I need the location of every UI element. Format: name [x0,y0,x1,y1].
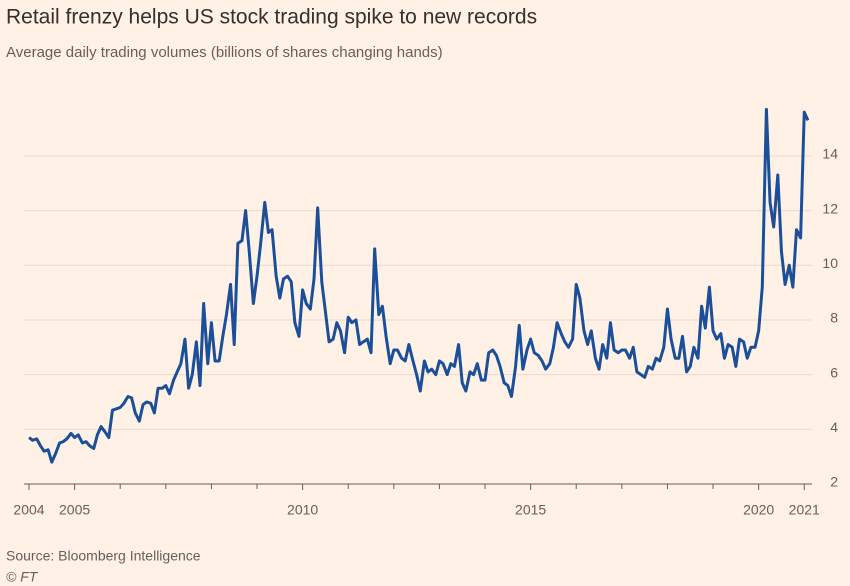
x-tick-label: 2020 [743,502,774,518]
data-line [28,107,810,464]
y-tick-label: 10 [822,255,838,271]
x-tick-label: 2015 [515,502,546,518]
x-tick-label: 2005 [59,502,90,518]
y-tick-label: 4 [830,419,838,435]
x-tick-label: 2004 [13,502,44,518]
x-tick-label: 2021 [789,502,820,518]
y-tick-label: 2 [830,474,838,490]
y-tick-label: 12 [822,200,838,216]
chart-title: Retail frenzy helps US stock trading spi… [6,6,537,29]
y-tick-label: 6 [830,364,838,380]
credit: © FT [6,569,39,585]
x-tick-label: 2010 [287,502,318,518]
chart-subtitle: Average daily trading volumes (billions … [6,44,443,61]
source: Source: Bloomberg Intelligence [6,548,201,564]
y-tick-label: 8 [830,310,838,326]
y-tick-label: 14 [822,146,838,162]
